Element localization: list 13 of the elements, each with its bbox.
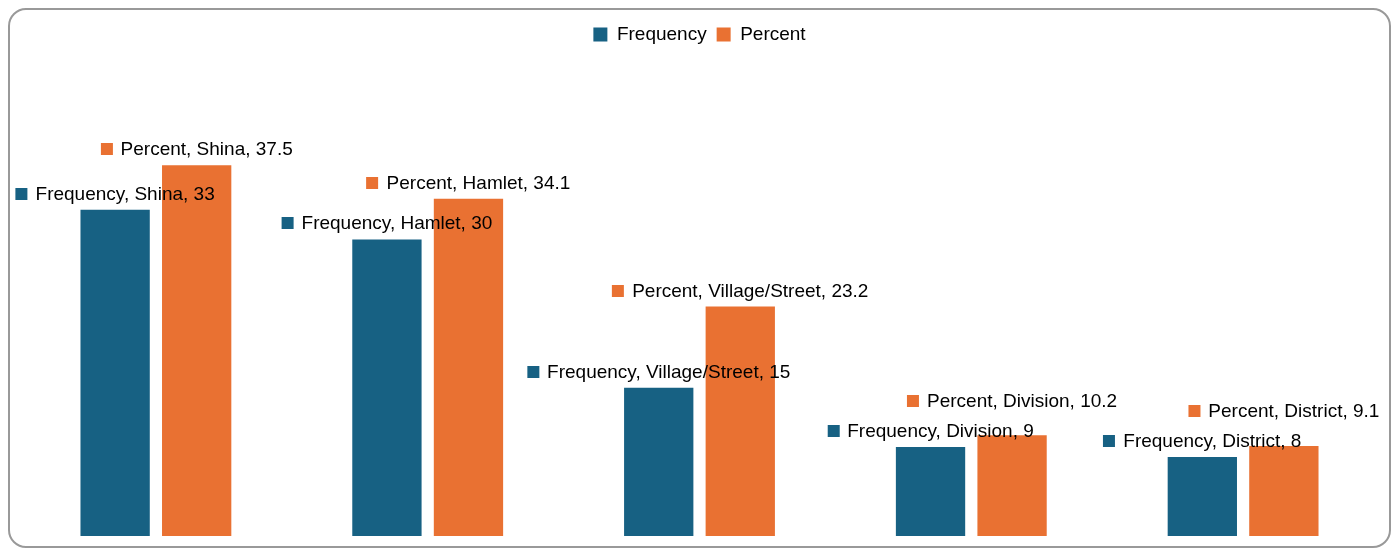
data-label: Percent, Hamlet, 34.1 [386, 171, 571, 194]
bar [624, 387, 694, 536]
legend-label: Frequency [616, 22, 708, 44]
bar [352, 239, 422, 536]
data-label: Percent, Shina, 37.5 [120, 138, 293, 161]
bar [895, 447, 966, 536]
data-label: Percent, Division, 10.2 [927, 390, 1118, 412]
data-label: Percent, District, 9.1 [1208, 399, 1380, 422]
bar [1167, 456, 1237, 536]
legend-label: Percent [740, 22, 807, 44]
data-label: Percent, Village/Street, 23.2 [632, 279, 869, 302]
bar [80, 209, 150, 536]
data-label: Frequency, District, 8 [1123, 429, 1302, 452]
